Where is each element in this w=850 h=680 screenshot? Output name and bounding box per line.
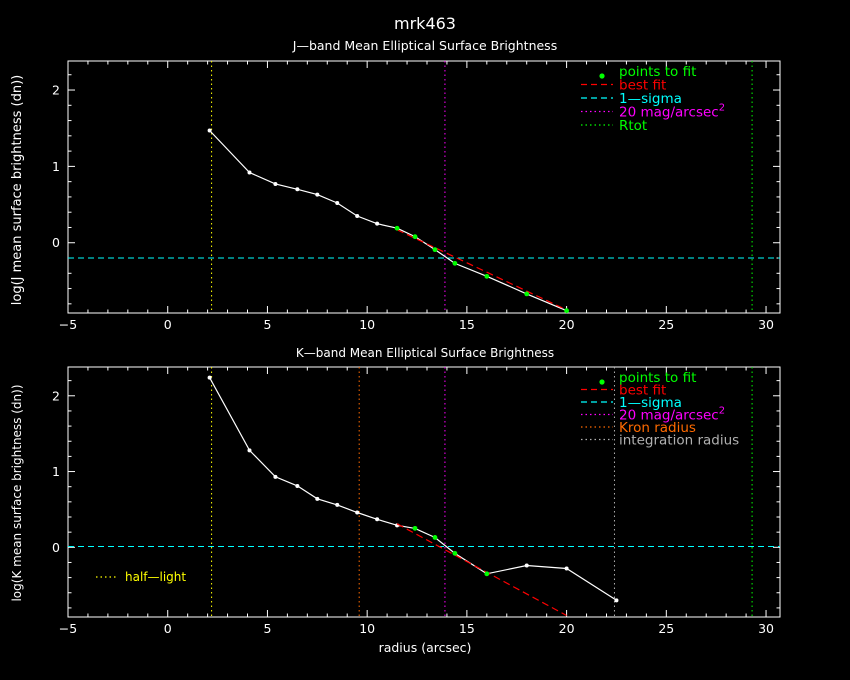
panel-j-fit-point — [484, 273, 490, 279]
figure-title: mrk463 — [394, 14, 456, 33]
panel-j-x-tick-label: 0 — [164, 317, 172, 332]
panel-j-y-tick-label: 1 — [52, 159, 60, 174]
panel-k-x-tick-label: 0 — [164, 621, 172, 636]
panel-k-x-tick-label: 5 — [263, 621, 271, 636]
panel-j-fit-point — [432, 247, 438, 253]
panel-k-legend-label: integration radius — [619, 433, 739, 449]
panel-j-fit-point — [524, 291, 530, 297]
panel-k-x-tick-label: 15 — [459, 621, 475, 636]
panel-j-legend-label: best fit — [619, 78, 666, 94]
panel-j-legend-label: Rtot — [619, 118, 647, 134]
panel-k-legend-label: points to fit — [619, 370, 696, 386]
panel-k-frame — [67, 366, 781, 618]
panel-j-profile-point — [273, 181, 278, 186]
panel-k-legend-label: best fit — [619, 383, 666, 399]
panel-k-x-tick-label: 25 — [658, 621, 674, 636]
panel-j-fit-point — [412, 234, 418, 240]
panel-k-fit-point — [452, 550, 458, 556]
panel-j-profile-point — [315, 192, 320, 197]
panel-k-y-tick-label: 0 — [52, 540, 60, 555]
panel-k-profile-point — [524, 563, 529, 568]
panel-k-fit-point — [412, 525, 418, 531]
panel-j-title: J—band Mean Elliptical Surface Brightnes… — [292, 38, 557, 53]
panel-k-profile-point — [247, 448, 252, 453]
panel-k-profile-line — [209, 377, 617, 601]
panel-k-x-tick-label: 20 — [559, 621, 575, 636]
panel-j-y-label: log(J mean surface brightness (dn)) — [10, 75, 25, 305]
panel-k-profile-point — [295, 483, 300, 488]
panel-k-x-tick-label: 30 — [758, 621, 774, 636]
panel-k-x-tick-label: −5 — [59, 621, 77, 636]
panel-j-legend-marker — [599, 73, 605, 79]
panel-k-title: K—band Mean Elliptical Surface Brightnes… — [296, 346, 554, 360]
panel-j-best-fit-line — [396, 229, 567, 311]
panel-k-legend-superscript: 2 — [719, 406, 725, 417]
panel-k-y-tick-label: 2 — [52, 388, 60, 403]
panel-k-profile-point — [315, 496, 320, 501]
panel-j-y-tick-label: 2 — [52, 83, 60, 98]
panel-k-legend-label: 20 mag/arcsec2 — [619, 406, 725, 424]
panel-j-legend-superscript: 2 — [719, 103, 725, 114]
panel-j-profile-point — [207, 128, 212, 133]
panel-j-fit-point — [394, 225, 400, 231]
x-axis-label: radius (arcsec) — [379, 640, 472, 655]
panel-j-profile-point — [375, 221, 380, 226]
panel-k-profile-point — [207, 375, 212, 380]
panel-j-frame — [67, 60, 781, 314]
panel-j-y-tick-label: 0 — [52, 235, 60, 250]
panel-k-fit-point — [432, 535, 438, 540]
panel-j-legend-label: 1—sigma — [619, 91, 682, 107]
panel-j-profile-point — [247, 170, 252, 175]
panel-k-best-fit-line — [396, 523, 567, 617]
panel-k-profile-point — [355, 510, 360, 515]
panel-j-x-tick-label: 15 — [459, 317, 475, 332]
panel-k-profile-point — [335, 502, 340, 507]
panel-k-profile-point — [564, 566, 569, 571]
panel-j-x-tick-label: 5 — [263, 317, 271, 332]
panel-k-x-tick-label: 10 — [359, 621, 375, 636]
panel-j-profile-point — [355, 214, 360, 219]
panel-j-x-tick-label: 10 — [359, 317, 375, 332]
panel-j-fit-point — [452, 260, 458, 266]
panel-j-x-tick-label: −5 — [59, 317, 77, 332]
panel-j-x-tick-label: 20 — [559, 317, 575, 332]
panel-j-fit-point — [564, 308, 569, 314]
panel-k-y-label: log(K mean surface brightness (dn)) — [10, 384, 24, 601]
panel-j-legend-label: points to fit — [619, 64, 696, 80]
panel-j-x-tick-label: 25 — [658, 317, 674, 332]
panel-j-profile-point — [295, 187, 300, 192]
panel-k-half-light-label: half—light — [125, 570, 186, 584]
panel-k-profile-point — [614, 598, 619, 603]
panel-k-fit-point — [484, 571, 490, 577]
panel-j-profile-point — [335, 201, 340, 206]
panel-j-x-tick-label: 30 — [758, 317, 774, 332]
panel-k-y-tick-label: 1 — [52, 464, 60, 479]
panel-k-profile-point — [273, 474, 278, 479]
panel-k-legend-label: 1—sigma — [619, 395, 682, 411]
panel-j-legend-label: 20 mag/arcsec2 — [619, 103, 725, 121]
panel-k-legend-marker — [599, 379, 605, 385]
panel-k-legend-label: Kron radius — [619, 420, 696, 436]
panel-k-profile-point — [375, 517, 380, 522]
